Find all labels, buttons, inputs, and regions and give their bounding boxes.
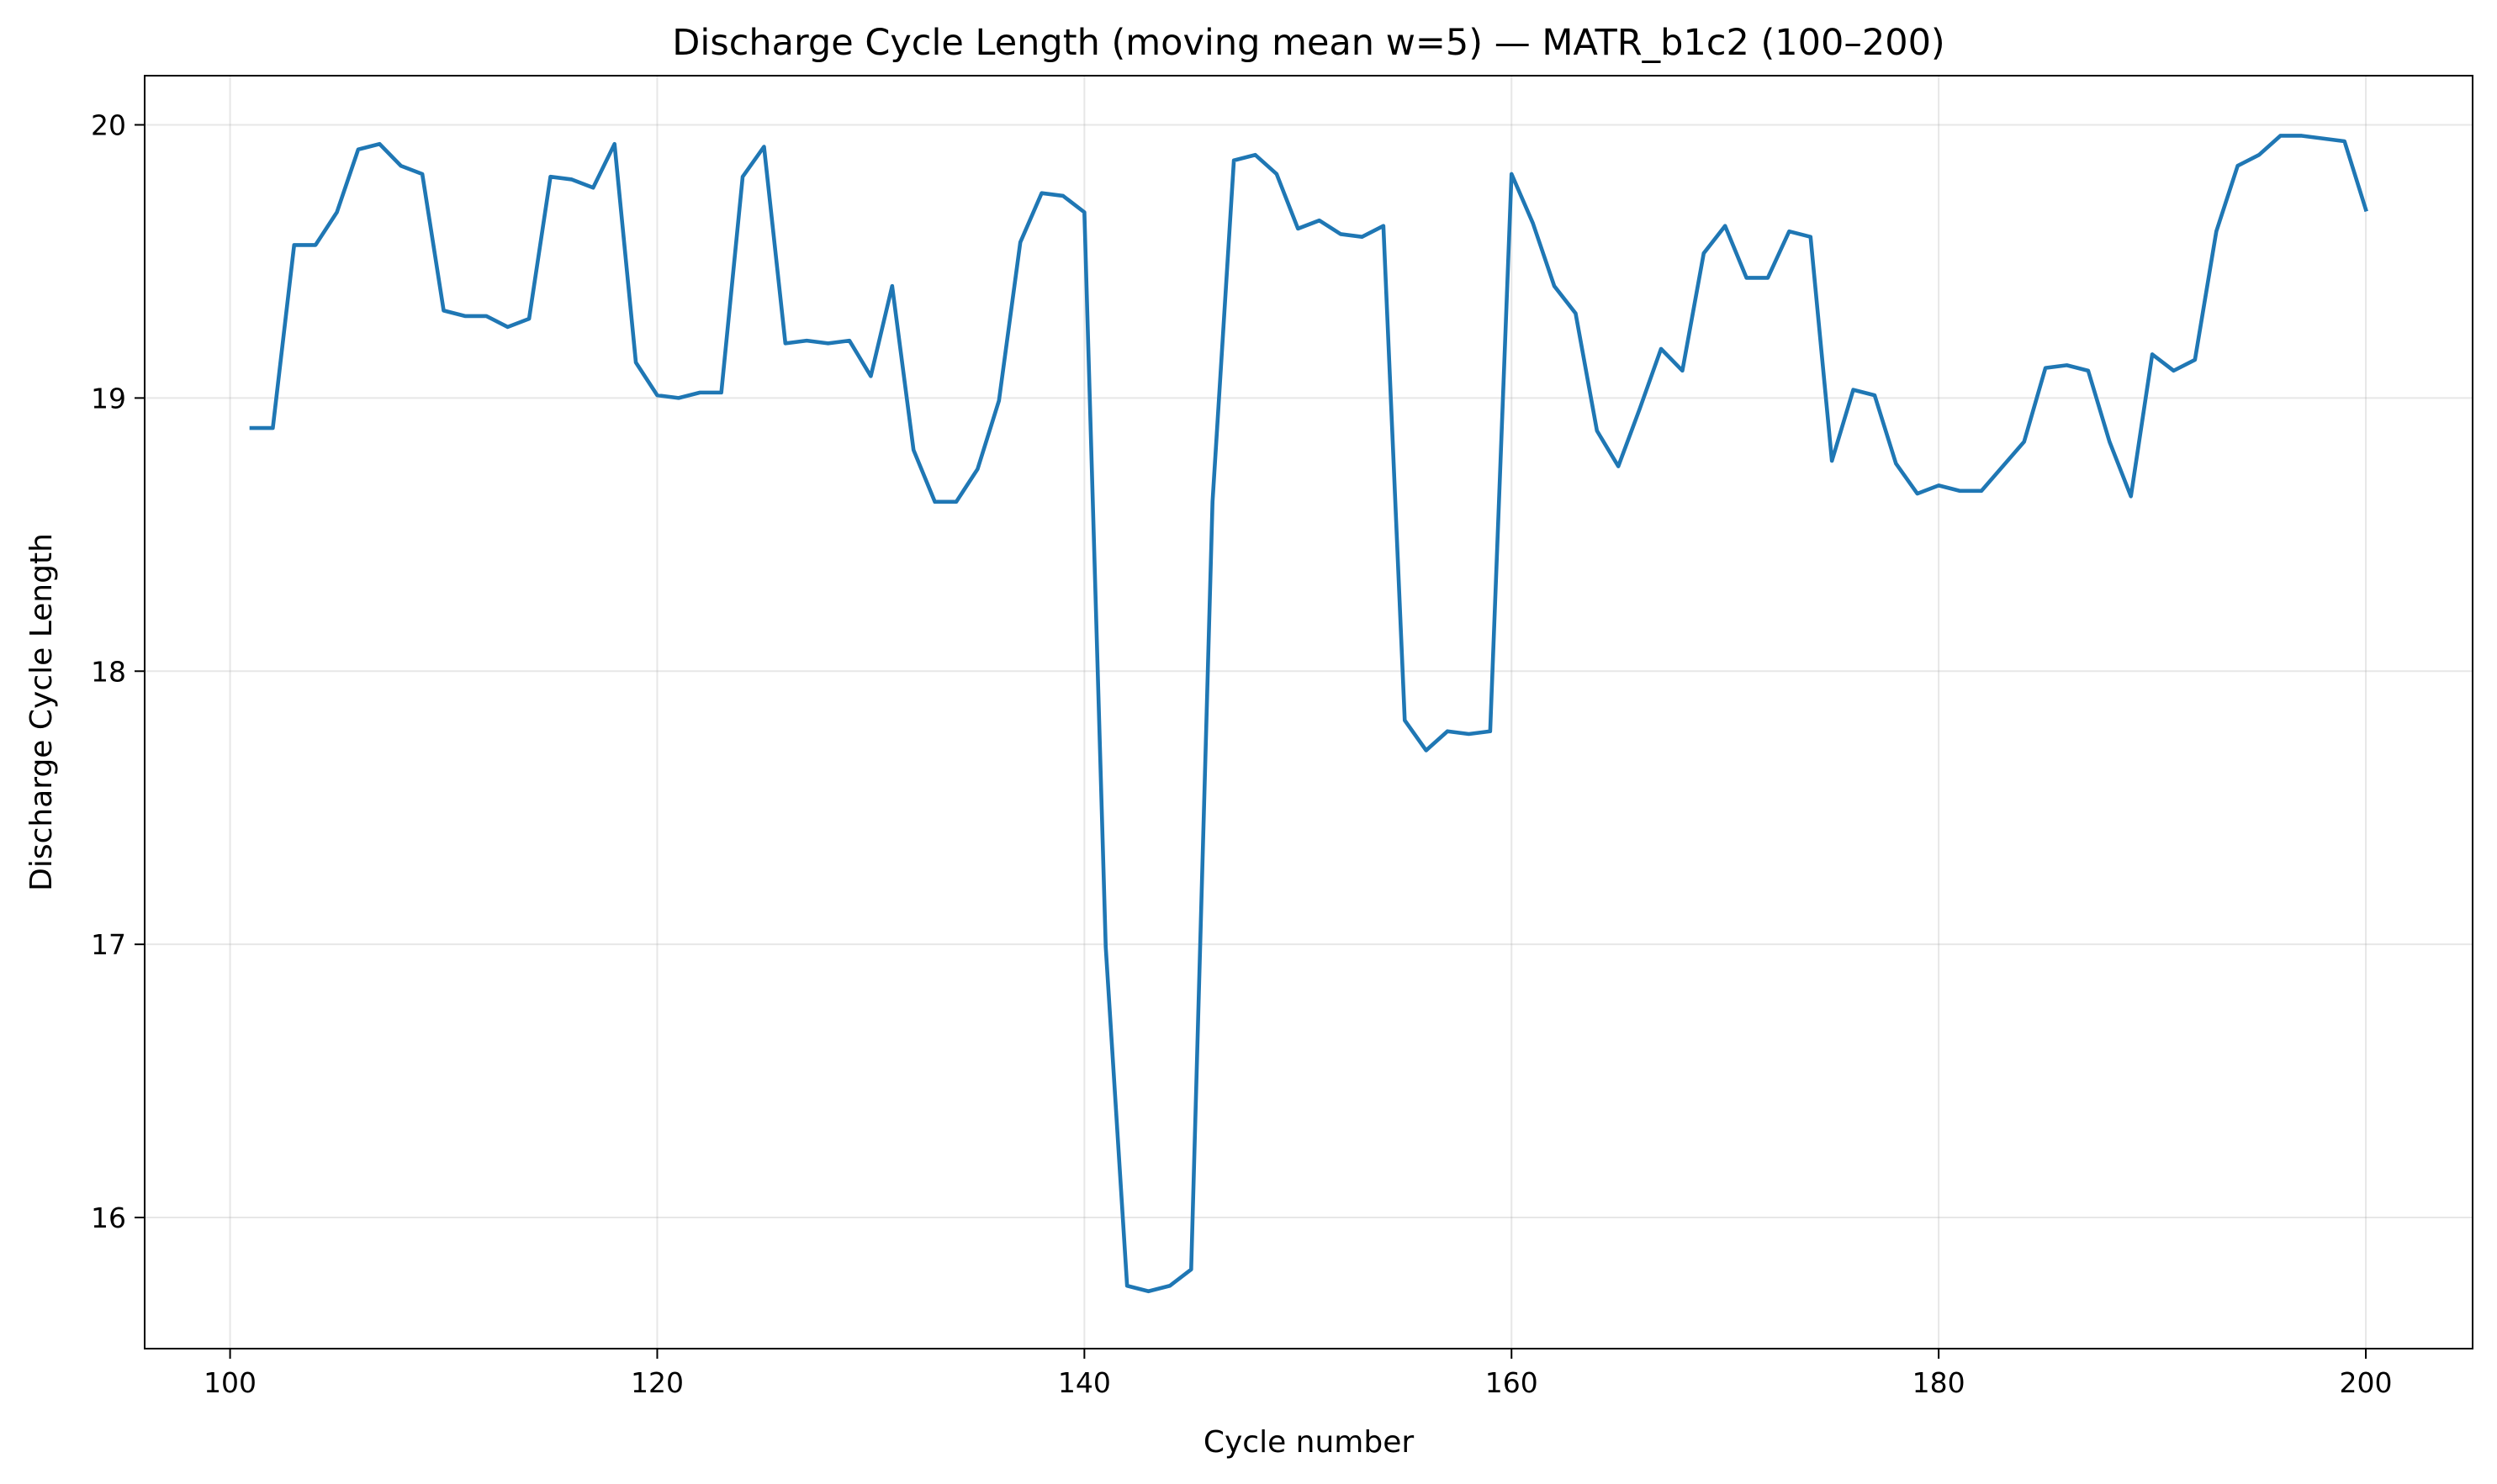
series-layer xyxy=(249,134,2368,1294)
y-tick-label: 19 xyxy=(91,382,126,415)
chart-title: Discharge Cycle Length (moving mean w=5)… xyxy=(672,22,1944,64)
grid xyxy=(145,76,2473,1349)
series-line xyxy=(249,134,2368,1294)
y-tick-label: 18 xyxy=(91,655,126,688)
x-tick-label: 180 xyxy=(1912,1366,1965,1399)
axis-ticks: 100 120 140 160 180 200 16 17 18 19 20 xyxy=(91,108,2393,1399)
x-tick-label: 120 xyxy=(631,1366,684,1399)
plot-area-frame xyxy=(144,75,2473,1349)
x-tick-label: 200 xyxy=(2340,1366,2393,1399)
y-axis-label: Discharge Cycle Length xyxy=(24,533,59,891)
y-tick-label: 17 xyxy=(91,928,126,961)
x-axis-label: Cycle number xyxy=(1204,1425,1415,1460)
y-tick-label: 16 xyxy=(91,1201,126,1234)
y-tick-label: 20 xyxy=(91,108,126,141)
x-tick-label: 100 xyxy=(204,1366,257,1399)
x-tick-label: 140 xyxy=(1058,1366,1111,1399)
x-tick-label: 160 xyxy=(1485,1366,1538,1399)
